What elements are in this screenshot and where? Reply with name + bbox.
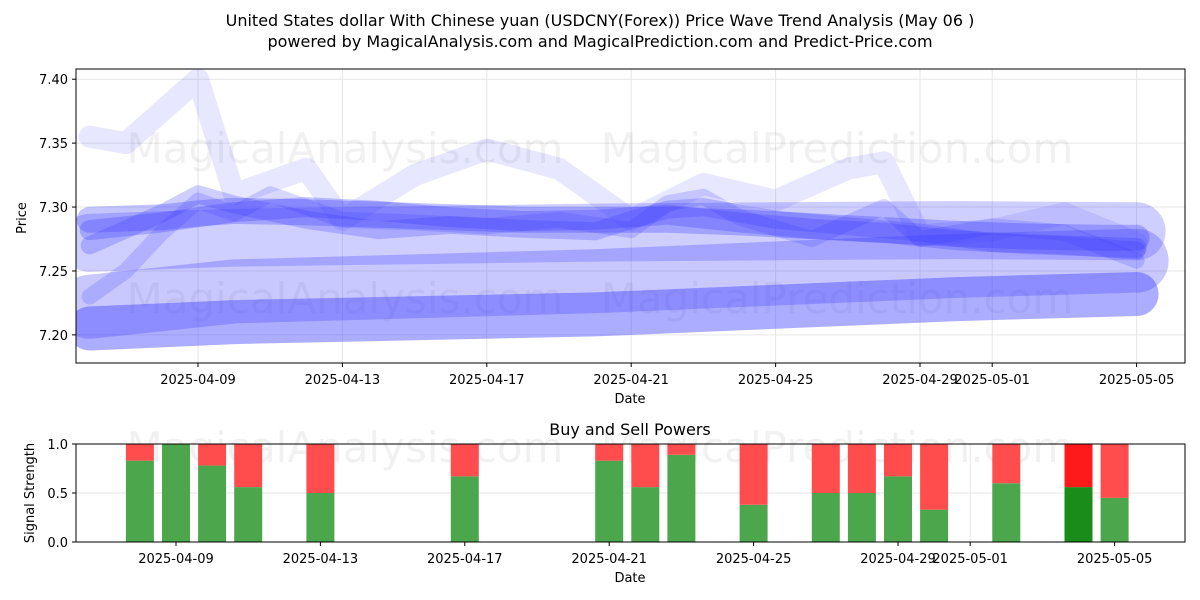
sell-bar-2025-04-29 <box>884 444 912 477</box>
power-x-tick-label: 2025-05-01 <box>932 552 1008 567</box>
buy-bar-2025-04-09 <box>162 444 190 542</box>
price-x-tick-label: 2025-04-09 <box>160 373 236 388</box>
price-x-tick-label: 2025-04-13 <box>305 373 381 388</box>
power-bars <box>125 444 1129 542</box>
price-x-tick-label: 2025-04-29 <box>882 373 958 388</box>
power-x-tick-label: 2025-04-09 <box>138 552 214 567</box>
price-x-axis-label: Date <box>614 392 645 407</box>
power-y-tick-label: 0.0 <box>47 536 68 551</box>
price-y-tick-label: 7.35 <box>39 137 68 152</box>
sell-bar-2025-04-11 <box>234 444 263 488</box>
power-y-tick-label: 1.0 <box>47 438 68 453</box>
price-series-wave-a <box>76 197 1150 251</box>
sell-bar-2025-04-17 <box>450 444 479 477</box>
sell-bar-2025-04-23 <box>667 444 696 455</box>
price-series <box>76 69 1169 351</box>
buy-bar-2025-04-13 <box>306 493 335 542</box>
power-y-tick-label: 0.5 <box>47 487 68 502</box>
buy-bar-2025-04-29 <box>884 476 912 542</box>
sell-bar-2025-04-25 <box>739 444 768 505</box>
buy-bar-2025-05-04 <box>1064 487 1093 542</box>
power-x-tick-label: 2025-04-21 <box>571 552 647 567</box>
sell-bar-2025-04-13 <box>306 444 335 493</box>
price-gridlines <box>76 69 1185 363</box>
price-x-tick-label: 2025-05-05 <box>1099 373 1175 388</box>
price-series-trend-2 <box>76 228 1169 339</box>
power-x-tick-label: 2025-04-17 <box>427 552 503 567</box>
price-x-tick-label: 2025-04-21 <box>593 373 669 388</box>
price-series-wave-b <box>79 197 1147 258</box>
watermark-prediction-top: MagicalPrediction.com <box>601 124 1074 173</box>
watermark-analysis-top: MagicalAnalysis.com <box>127 124 564 173</box>
sell-bar-2025-05-02 <box>992 444 1021 484</box>
price-y-ticks: 7.20 7.25 7.30 7.35 7.40 <box>39 73 76 344</box>
price-y-tick-label: 7.25 <box>39 265 68 280</box>
price-x-tick-label: 2025-04-25 <box>738 373 814 388</box>
power-x-tick-label: 2025-04-25 <box>716 552 792 567</box>
watermark-analysis-bottom: MagicalAnalysis.com <box>127 423 564 472</box>
sell-bar-2025-04-22 <box>631 444 660 488</box>
price-series-wave-c <box>80 185 1146 260</box>
sell-bar-2025-04-21 <box>595 444 624 461</box>
buy-bar-2025-05-05 <box>1100 497 1129 542</box>
buy-bar-2025-04-10 <box>198 465 227 542</box>
buy-bar-2025-04-23 <box>667 454 696 542</box>
buy-bar-2025-04-08 <box>125 460 154 542</box>
buy-bar-2025-04-21 <box>595 460 624 542</box>
buy-bar-2025-04-22 <box>631 487 660 542</box>
buy-bar-2025-04-17 <box>450 476 479 542</box>
price-plot-frame <box>75 68 1186 364</box>
buy-bar-2025-04-25 <box>739 504 768 542</box>
power-y-ticks: 0.0 0.5 1.0 <box>47 438 76 551</box>
sell-bar-2025-04-08 <box>125 444 154 461</box>
power-y-axis-label: Signal Strength <box>23 443 38 543</box>
buy-bar-2025-04-27 <box>811 493 840 542</box>
power-chart-title: Buy and Sell Powers <box>549 420 711 439</box>
sell-bar-2025-04-30 <box>920 444 949 510</box>
sell-bar-2025-04-28 <box>847 444 876 493</box>
price-y-axis-label: Price <box>15 202 30 234</box>
buy-bar-2025-05-02 <box>992 483 1021 542</box>
watermark-prediction-mid: MagicalPrediction.com <box>601 274 1074 323</box>
price-x-tick-label: 2025-04-17 <box>449 373 525 388</box>
power-x-tick-label: 2025-05-05 <box>1077 552 1153 567</box>
buy-bar-2025-04-28 <box>847 493 876 542</box>
power-x-tick-label: 2025-04-13 <box>283 552 359 567</box>
chart-subtitle: powered by MagicalAnalysis.com and Magic… <box>267 32 932 51</box>
buy-bar-2025-04-11 <box>234 487 263 542</box>
sell-bar-2025-05-05 <box>1100 444 1129 498</box>
sell-bar-2025-05-04 <box>1064 444 1093 488</box>
power-x-ticks: 2025-04-09 2025-04-13 2025-04-17 2025-04-21… <box>138 542 1152 567</box>
price-series-wave-e <box>78 69 1148 254</box>
price-y-tick-label: 7.30 <box>39 201 68 216</box>
sell-bar-2025-04-10 <box>198 444 227 466</box>
price-x-ticks: 2025-04-09 2025-04-13 2025-04-17 2025-04-21… <box>160 363 1174 388</box>
buy-bar-2025-04-30 <box>920 509 949 542</box>
price-series-trend-3 <box>76 201 1166 272</box>
price-series-wave-d <box>81 186 1145 305</box>
power-x-axis-label: Date <box>614 571 645 586</box>
price-y-tick-label: 7.40 <box>39 73 68 88</box>
price-x-tick-label: 2025-05-01 <box>954 373 1030 388</box>
power-x-tick-label: 2025-04-29 <box>860 552 936 567</box>
chart-title: United States dollar With Chinese yuan (… <box>226 11 975 30</box>
price-watermarks: MagicalAnalysis.com MagicalPrediction.co… <box>127 124 1074 323</box>
sell-bar-2025-04-27 <box>811 444 840 493</box>
price-series-trend-1 <box>76 272 1159 351</box>
price-y-tick-label: 7.20 <box>39 329 68 344</box>
watermark-analysis-mid: MagicalAnalysis.com <box>127 274 564 323</box>
